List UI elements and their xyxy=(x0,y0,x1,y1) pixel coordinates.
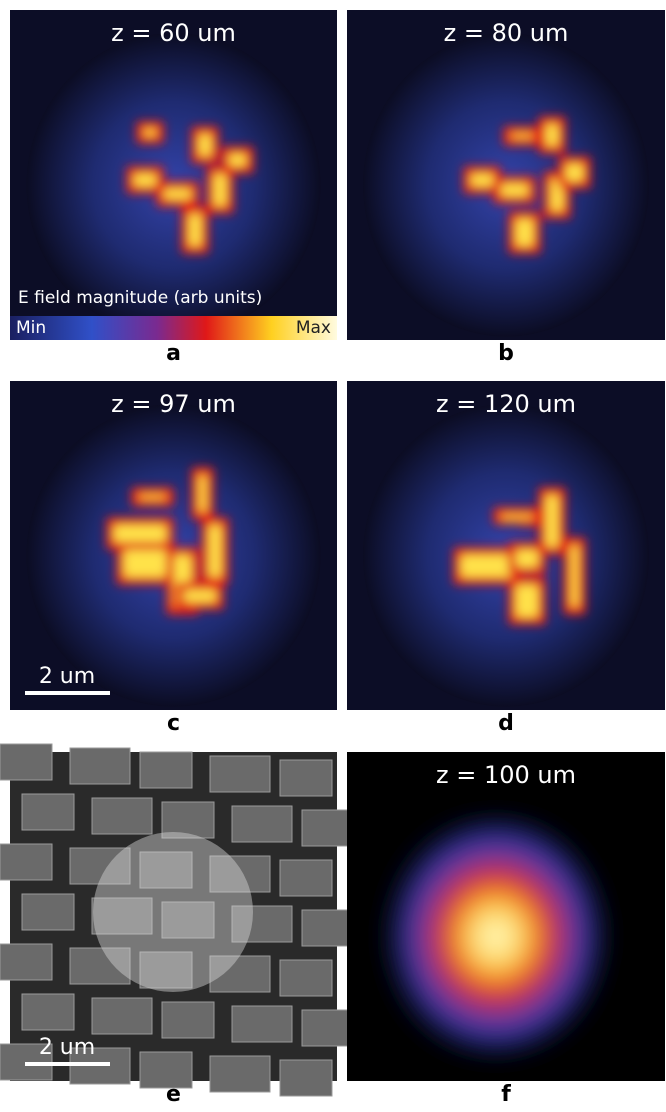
panel: z = 120 um xyxy=(347,381,665,710)
sem-pad xyxy=(92,798,152,834)
sem-pad xyxy=(302,1010,354,1046)
sem-pad xyxy=(0,844,52,880)
panel-label: d xyxy=(498,711,514,736)
hot-spot-core xyxy=(214,174,226,206)
sem-pad xyxy=(0,744,52,780)
hot-spot-core xyxy=(516,550,538,567)
sem-pad xyxy=(22,994,74,1030)
panel: z = 80 um xyxy=(347,10,665,340)
hot-spot-core xyxy=(124,550,166,577)
hot-spot-core xyxy=(571,545,578,607)
sem-pad xyxy=(280,960,332,996)
colorbar xyxy=(10,316,337,340)
sem-pad xyxy=(0,944,52,980)
illumination-spot xyxy=(93,832,253,992)
hot-spot-core xyxy=(209,525,221,577)
sem-pad xyxy=(92,998,152,1034)
hot-spot-core xyxy=(189,214,201,246)
sem-pad xyxy=(232,806,292,842)
panel: z = 97 um xyxy=(10,381,337,710)
sem-pad xyxy=(232,1006,292,1042)
hot-spot-core xyxy=(501,515,533,519)
sem-pad xyxy=(210,1056,270,1092)
hot-spot-core xyxy=(501,184,528,196)
hot-spot-core xyxy=(199,475,206,512)
hot-spot-core xyxy=(134,174,156,186)
panel-title: z = 60 um xyxy=(111,19,236,47)
hot-spot-core xyxy=(516,585,538,617)
panel-title: z = 120 um xyxy=(436,390,576,418)
panel-label: e xyxy=(166,1082,181,1107)
sem-pad xyxy=(280,760,332,796)
hot-spot-core xyxy=(164,189,191,199)
sem-pad xyxy=(22,794,74,830)
colorbar-min: Min xyxy=(16,318,46,338)
hot-spot-core xyxy=(546,124,558,146)
panel-label: b xyxy=(498,341,514,366)
panel-label: c xyxy=(167,711,180,736)
hot-spot-core xyxy=(471,174,493,186)
hot-spot-core xyxy=(114,525,166,542)
sem-pad xyxy=(280,1060,332,1096)
hot-spot-core xyxy=(516,219,533,246)
hot-spot-core xyxy=(229,154,246,166)
panel: z = 100 um xyxy=(347,752,665,1081)
scale-bar-label: 2 um xyxy=(39,664,95,689)
scale-bar-label: 2 um xyxy=(39,1035,95,1060)
hot-spot-core xyxy=(144,129,156,136)
hot-spot-core xyxy=(566,164,583,181)
hot-spot-core xyxy=(461,555,513,577)
sem-pad xyxy=(162,1002,214,1038)
colorbar-label: E field magnitude (arb units) xyxy=(18,288,262,308)
sem-pad xyxy=(302,910,354,946)
panel-title: z = 97 um xyxy=(111,390,236,418)
colorbar-max: Max xyxy=(296,318,331,338)
field-glow xyxy=(391,822,601,1052)
panel-label: f xyxy=(501,1082,511,1107)
hot-spot-core xyxy=(511,134,533,138)
hot-spot-core xyxy=(139,495,166,499)
figure: z = 60 um a z = 80 um b z = 97 um c z = 120 um… xyxy=(0,0,666,1108)
sem-pad xyxy=(210,756,270,792)
sem-pad xyxy=(22,894,74,930)
sem-pad xyxy=(70,748,130,784)
hot-spot-core xyxy=(184,590,216,602)
sem-pad xyxy=(280,860,332,896)
panel-label: a xyxy=(166,341,181,366)
panel-title: z = 100 um xyxy=(436,761,576,789)
hot-spot-core xyxy=(199,134,211,156)
panel-title: z = 80 um xyxy=(444,19,569,47)
hot-spot-core xyxy=(546,495,558,547)
sem-pad xyxy=(302,810,354,846)
sem-pad xyxy=(140,752,192,788)
